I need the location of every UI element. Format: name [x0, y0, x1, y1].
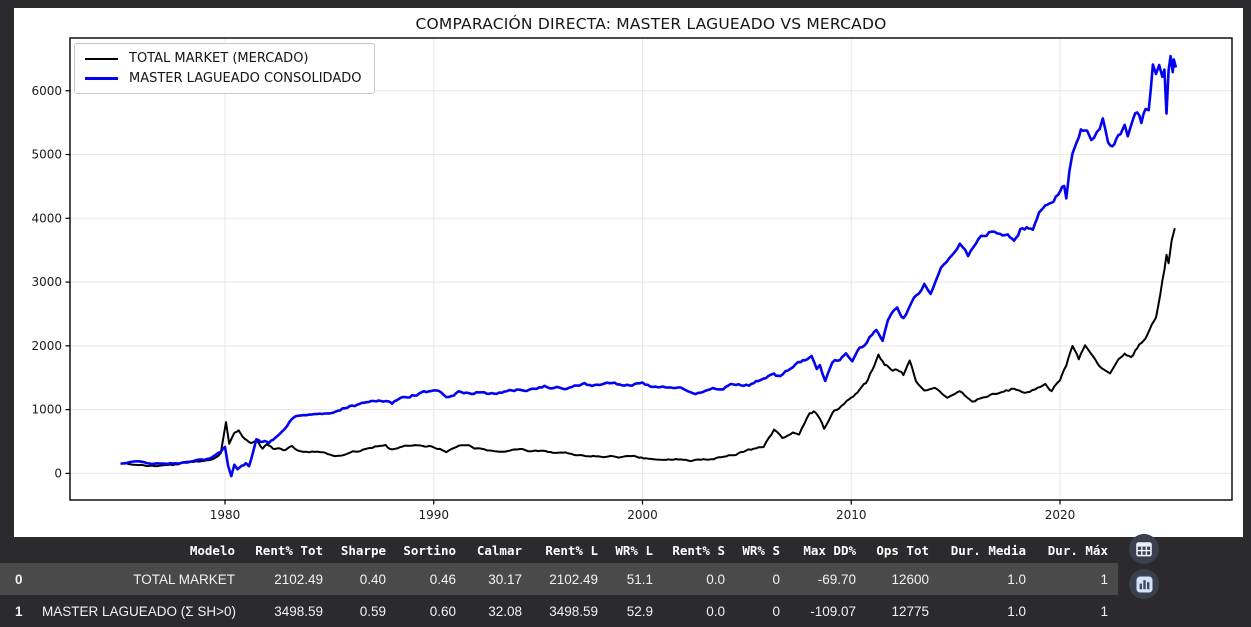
column-header: Dur. Media [950, 542, 1026, 558]
table-icon [1136, 541, 1152, 556]
column-header: Sharpe [340, 542, 386, 558]
column-header: Max DD% [803, 542, 856, 558]
table-cell: 2102.49 [549, 571, 598, 587]
comparison-chart-figure: 1980 1990 2000 2010 2020 0 1000 2000 3000 4000 500… [14, 8, 1243, 537]
column-header: Rent% L [545, 542, 598, 558]
series-line-master-lagueado [120, 54, 1178, 478]
table-cell: -69.70 [817, 571, 856, 587]
table-cell: TOTAL MARKET [133, 571, 235, 587]
legend-label: MASTER LAGUEADO CONSOLIDADO [129, 70, 362, 86]
table-cell: 30.17 [488, 571, 522, 587]
table-cell: 32.08 [488, 603, 522, 619]
chart-view-button[interactable] [1129, 569, 1159, 599]
x-tick-label: 2010 [836, 508, 867, 522]
legend-label: TOTAL MARKET (MERCADO) [129, 51, 309, 67]
table-cell: 0.40 [359, 571, 386, 587]
table-cell: 12600 [891, 571, 929, 587]
column-header: Ops Tot [876, 542, 929, 558]
row-index: 0 [15, 571, 23, 587]
bar-chart-icon [1136, 576, 1152, 592]
table-cell: 0.0 [706, 603, 725, 619]
column-header: Rent% Tot [255, 542, 323, 558]
y-tick-label: 6000 [31, 84, 62, 98]
table-row[interactable]: 0 TOTAL MARKET 2102.49 0.40 0.46 30.17 2102.49… [0, 563, 1118, 595]
y-tick-label: 4000 [31, 211, 62, 225]
table-header-row: Modelo Rent% Tot Sharpe Sortino Calmar Rent% … [0, 537, 1251, 563]
metrics-table: Modelo Rent% Tot Sharpe Sortino Calmar Rent% … [0, 537, 1251, 627]
table-cell: 52.9 [626, 603, 653, 619]
column-header: Sortino [403, 542, 456, 558]
table-cell: MASTER LAGUEADO (Σ SH>0) [42, 603, 237, 619]
table-view-button[interactable] [1129, 534, 1159, 564]
y-tick-label: 5000 [31, 148, 62, 162]
axes-spines [69, 37, 1233, 501]
legend-item-master-lagueado: MASTER LAGUEADO CONSOLIDADO [85, 71, 364, 86]
y-tick-label: 3000 [31, 275, 62, 289]
table-cell: 1 [1100, 571, 1108, 587]
row-index: 1 [15, 603, 23, 619]
table-cell: 12775 [891, 603, 929, 619]
column-header: Calmar [476, 542, 522, 558]
y-tick-label: 1000 [31, 403, 62, 417]
column-header: Modelo [189, 542, 235, 558]
table-cell: 0 [772, 603, 780, 619]
table-cell: 0.59 [359, 603, 386, 619]
column-header: Dur. Máx [1047, 542, 1108, 558]
table-cell: -109.07 [810, 603, 856, 619]
series-line-total-market [120, 227, 1176, 468]
table-row[interactable]: 1 MASTER LAGUEADO (Σ SH>0) 3498.59 0.59 0.60… [0, 595, 1118, 627]
x-tick-label: 1980 [210, 508, 241, 522]
table-cell: 0.0 [706, 571, 725, 587]
column-header: Rent% S [672, 542, 725, 558]
y-tick-label: 0 [54, 466, 62, 480]
master-lagueado-line-swatch [85, 76, 118, 80]
chart-title: COMPARACIÓN DIRECTA: MASTER LAGUEADO VS … [415, 15, 887, 33]
table-cell: 3498.59 [549, 603, 598, 619]
table-cell: 1.0 [1007, 603, 1026, 619]
table-cell: 51.1 [626, 571, 653, 587]
x-tick-label: 2000 [627, 508, 658, 522]
column-header: WR% L [615, 542, 653, 558]
y-tick-label: 2000 [31, 339, 62, 353]
table-cell: 0.46 [429, 571, 456, 587]
total-market-line-swatch [85, 57, 118, 60]
column-header: WR% S [742, 542, 780, 558]
chart-legend: TOTAL MARKET (MERCADO) MASTER LAGUEADO C… [74, 43, 375, 94]
table-cell: 1 [1100, 603, 1108, 619]
x-tick-label: 2020 [1045, 508, 1076, 522]
table-cell: 0.60 [429, 603, 456, 619]
x-tick-label: 1990 [418, 508, 449, 522]
legend-item-total-market: TOTAL MARKET (MERCADO) [85, 51, 364, 66]
table-cell: 3498.59 [274, 603, 323, 619]
table-cell: 2102.49 [274, 571, 323, 587]
table-cell: 1.0 [1007, 571, 1026, 587]
table-cell: 0 [772, 571, 780, 587]
